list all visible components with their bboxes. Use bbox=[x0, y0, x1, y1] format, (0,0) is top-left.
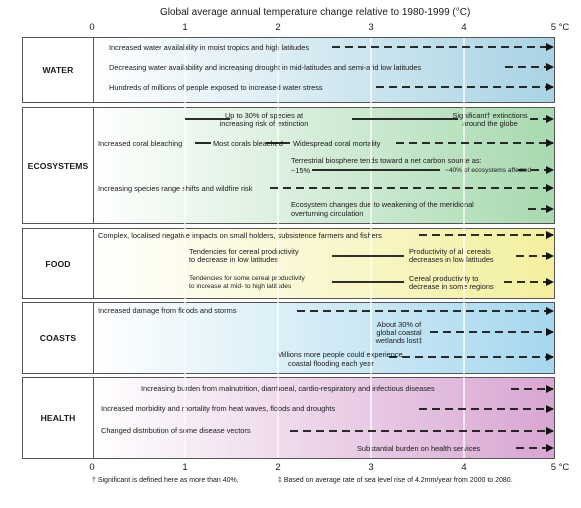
coasts-label: COASTS bbox=[23, 303, 94, 373]
eco-corals-bleached: Most corals bleached bbox=[213, 139, 283, 148]
top-tick-1: 1 bbox=[182, 22, 188, 33]
water-item-3: Hundreds of millions of people exposed t… bbox=[109, 83, 323, 92]
coasts-flooding-line2: coastal flooding each year bbox=[288, 359, 374, 368]
coasts-flooding-line1: Millions more people could experience bbox=[277, 350, 403, 359]
ecosystems-panel: ECOSYSTEMS Up to 30% of species at incre… bbox=[22, 107, 555, 224]
food-all-cereals-line1: Productivity of all cereals bbox=[409, 247, 491, 256]
health-panel-background bbox=[93, 378, 554, 458]
food-small-holders: Complex, localised negative impacts on s… bbox=[98, 231, 382, 240]
eco-coral-mortality: Widespread coral mortality bbox=[293, 139, 381, 148]
eco-coral-bleaching: Increased coral bleaching bbox=[98, 139, 183, 148]
chart-title: Global average annual temperature change… bbox=[160, 7, 471, 18]
food-regions-line1: Cereal productivity to bbox=[409, 274, 479, 283]
eco-species-risk-line2: increasing risk of extinction bbox=[219, 119, 309, 128]
bottom-tick-5: 5 °C bbox=[550, 462, 570, 473]
bottom-tick-0: 0 bbox=[89, 462, 95, 473]
food-cereal-increase-line2: to increase at mid- to high latitudes bbox=[189, 283, 292, 290]
health-services-burden: Substantial burden on health services bbox=[357, 444, 481, 453]
top-tick-3: 3 bbox=[368, 22, 374, 33]
eco-extinctions-line2: around the globe bbox=[462, 119, 518, 128]
food-label: FOOD bbox=[23, 229, 94, 298]
bottom-tick-3: 3 bbox=[368, 462, 374, 473]
coasts-wetlands-line2: global coastal bbox=[376, 328, 422, 337]
ecosystems-panel-background bbox=[93, 108, 554, 223]
eco-carbon-source: Terrestrial biosphere tends toward a net… bbox=[291, 156, 482, 165]
ecosystems-label: ECOSYSTEMS bbox=[23, 108, 94, 223]
water-panel-background bbox=[93, 38, 554, 102]
coasts-floods-storms: Increased damage from floods and storms bbox=[98, 306, 237, 315]
coasts-wetlands-line3: wetlands lost‡ bbox=[375, 336, 423, 345]
water-panel: WATER Increased water availability in mo… bbox=[22, 37, 555, 103]
eco-extinctions-line1: Significant† extinctions bbox=[452, 111, 528, 120]
bottom-tick-2: 2 bbox=[275, 462, 281, 473]
footnote-sea-level: ‡ Based on average rate of sea level ris… bbox=[278, 477, 513, 484]
health-disease-vectors: Changed distribution of some disease vec… bbox=[101, 426, 251, 435]
top-tick-2: 2 bbox=[275, 22, 281, 33]
eco-species-risk-line1: Up to 30% of species at bbox=[224, 111, 304, 120]
water-label: WATER bbox=[23, 38, 94, 102]
eco-moc-line2: overturning circulation bbox=[291, 209, 364, 218]
health-label: HEALTH bbox=[23, 378, 94, 458]
eco-range-shifts: Increasing species range shifts and wild… bbox=[98, 184, 253, 193]
eco-carbon-40: ~40% of ecosystems affected bbox=[445, 167, 532, 174]
bottom-tick-1: 1 bbox=[182, 462, 188, 473]
eco-carbon-15: ~15% bbox=[291, 166, 311, 175]
health-heat-waves: Increased morbidity and mortality from h… bbox=[101, 404, 336, 413]
top-tick-0: 0 bbox=[89, 22, 95, 33]
food-panel: FOOD Complex, localised negative impacts… bbox=[22, 228, 555, 299]
food-cereal-decrease-line1: Tendencies for cereal productivity bbox=[189, 247, 299, 256]
bottom-tick-4: 4 bbox=[461, 462, 467, 473]
food-cereal-decrease-line2: to decrease in low latitudes bbox=[189, 255, 279, 264]
eco-moc-line1: Ecosystem changes due to weakening of th… bbox=[291, 200, 474, 209]
top-tick-4: 4 bbox=[461, 22, 467, 33]
food-cereal-increase-line1: Tendencies for some cereal productivity bbox=[189, 275, 305, 282]
water-item-1: Increased water availability in moist tr… bbox=[109, 43, 310, 52]
health-burden-diseases: Increasing burden from malnutrition, dia… bbox=[141, 384, 435, 393]
coasts-panel: COASTS Increased damage from floods and … bbox=[22, 302, 555, 374]
food-regions-line2: decrease in some regions bbox=[409, 282, 494, 291]
coasts-wetlands-line1: About 30% of bbox=[376, 320, 422, 329]
food-all-cereals-line2: decreases in low latitudes bbox=[409, 255, 494, 264]
health-panel: HEALTH Increasing burden from malnutriti… bbox=[22, 377, 555, 459]
food-panel-background bbox=[93, 229, 554, 298]
top-tick-5: 5 °C bbox=[550, 22, 570, 33]
footnote-significant: † Significant is defined here as more th… bbox=[92, 477, 239, 484]
water-item-2: Decreasing water availability and increa… bbox=[109, 63, 422, 72]
coasts-panel-background bbox=[93, 303, 554, 373]
